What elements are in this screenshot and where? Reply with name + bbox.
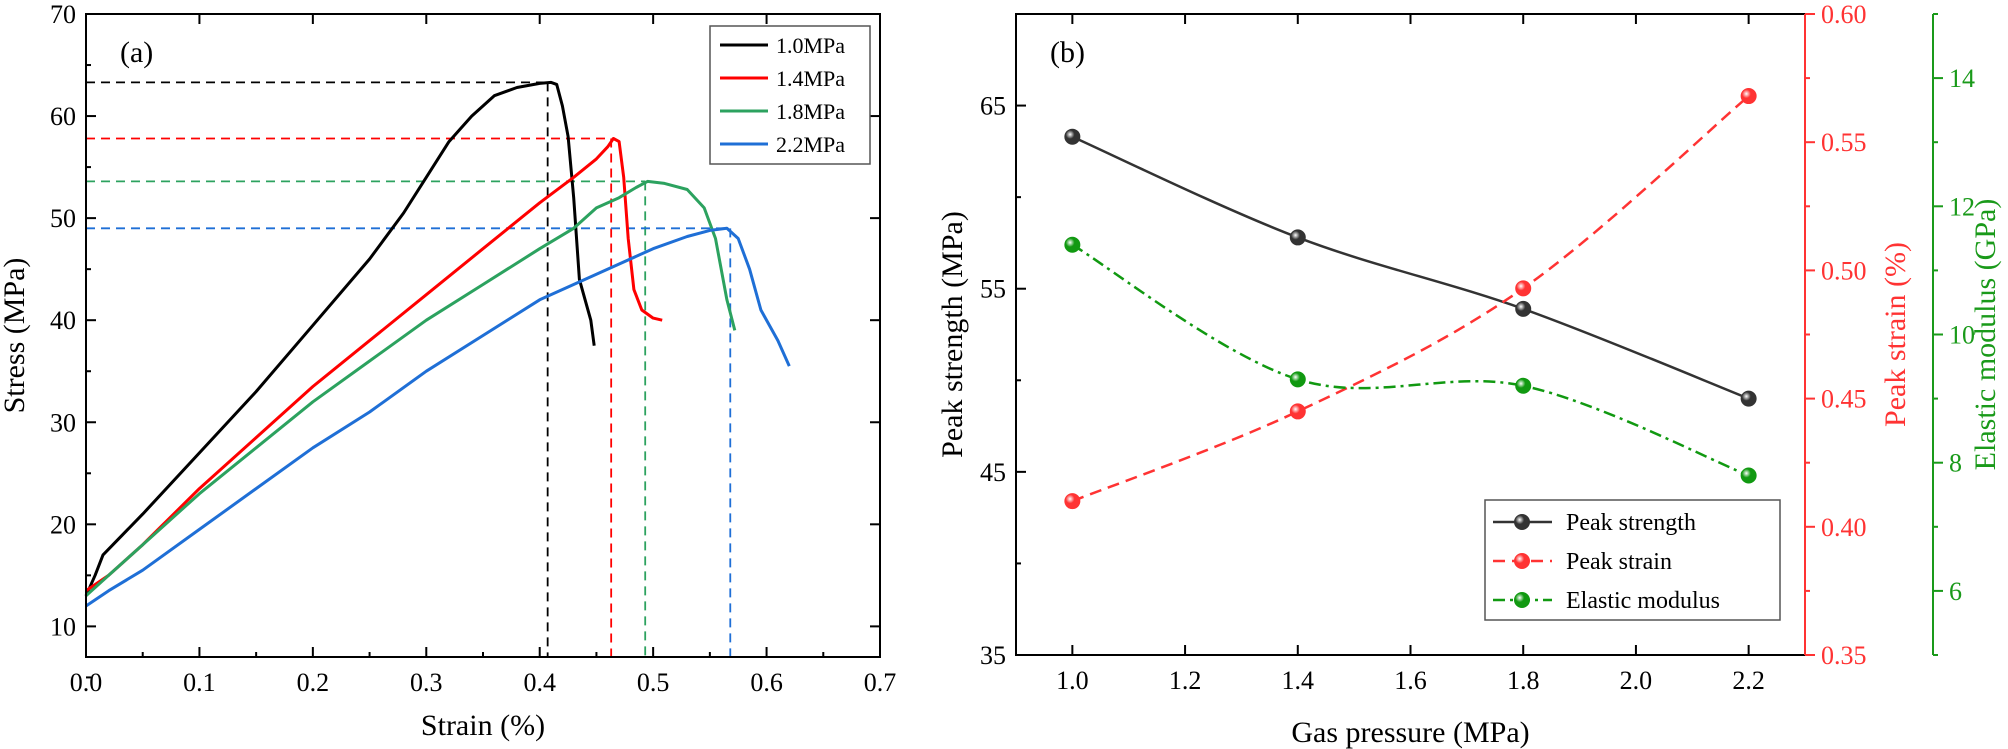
x-tick-label-b: 1.8 bbox=[1507, 666, 1540, 695]
y-axis-label-strength: Peak strength (MPa) bbox=[936, 211, 969, 458]
curve-1.8MPa bbox=[84, 179, 737, 597]
data-point-peak-strength bbox=[1740, 390, 1757, 407]
y-tick-label-strength: 45 bbox=[980, 458, 1006, 487]
x-tick-label-b: 1.6 bbox=[1394, 666, 1427, 695]
y-tick-label-modulus: 6 bbox=[1949, 577, 1962, 606]
series-line-elastic-modulus bbox=[1071, 243, 1750, 477]
panel-label-a: (a) bbox=[120, 36, 153, 69]
legend-label-elastic-modulus: Elastic modulus bbox=[1566, 588, 1720, 614]
x-tick-label-b: 2.0 bbox=[1620, 666, 1653, 695]
y-tick-label-a: 20 bbox=[50, 510, 76, 539]
y-tick-label-strength: 65 bbox=[980, 92, 1006, 121]
y-tick-label-modulus: 10 bbox=[1949, 321, 1975, 350]
data-point-elastic-modulus bbox=[1064, 236, 1081, 253]
y-tick-label-strain: 0.45 bbox=[1821, 385, 1867, 414]
x-tick-label-a: 0.2 bbox=[297, 668, 330, 697]
y-tick-label-a: 40 bbox=[50, 306, 76, 335]
x-tick-label-b: 1.4 bbox=[1282, 666, 1315, 695]
curve-2.2MPa bbox=[85, 226, 791, 608]
curve-1.0MPa bbox=[84, 80, 596, 597]
y-tick-label-strength: 55 bbox=[980, 275, 1006, 304]
x-axis-label-b: Gas pressure (MPa) bbox=[1291, 716, 1529, 749]
legend-label-peak-strength: Peak strength bbox=[1566, 510, 1696, 536]
y-tick-label-a: 50 bbox=[50, 204, 76, 233]
curve-1.4MPa bbox=[85, 137, 663, 592]
legend-marker-elastic-modulus bbox=[1514, 592, 1530, 608]
data-point-elastic-modulus bbox=[1740, 467, 1757, 484]
y-tick-label-a: 10 bbox=[50, 612, 76, 641]
y-tick-label-a: 30 bbox=[50, 408, 76, 437]
data-point-peak-strength bbox=[1515, 300, 1532, 317]
y-tick-label-a: 70 bbox=[50, 0, 76, 29]
legend-label-1.8MPa: 1.8MPa bbox=[776, 99, 845, 124]
legend-label-2.2MPa: 2.2MPa bbox=[776, 132, 845, 157]
x-tick-label-a: 0.5 bbox=[637, 668, 670, 697]
x-tick-label-b: 1.2 bbox=[1169, 666, 1202, 695]
x-tick-label-b: 1.0 bbox=[1056, 666, 1089, 695]
y-tick-label-a: 60 bbox=[50, 102, 76, 131]
series-line-peak-strength bbox=[1071, 135, 1750, 400]
x-axis-label-a: Strain (%) bbox=[421, 709, 545, 742]
legend-marker-peak-strain bbox=[1514, 553, 1530, 569]
panel-label-b: (b) bbox=[1050, 36, 1085, 69]
x-tick-label-a: 0.1 bbox=[183, 668, 216, 697]
legend-box-a bbox=[709, 25, 871, 165]
data-point-peak-strain bbox=[1289, 403, 1306, 420]
y-tick-label-strain: 0.55 bbox=[1821, 128, 1867, 157]
legend-b: Peak strength Peak strain Elastic modulus bbox=[1484, 499, 1781, 621]
legend-a: 1.0MPa 1.4MPa 1.8MPa 2.2MPa bbox=[709, 25, 871, 165]
y-tick-label-modulus: 8 bbox=[1949, 449, 1962, 478]
legend-label-peak-strain: Peak strain bbox=[1566, 549, 1672, 575]
x-tick-label-a: 0.3 bbox=[410, 668, 443, 697]
y-tick-label-strain: 0.50 bbox=[1821, 256, 1867, 285]
data-point-elastic-modulus bbox=[1289, 371, 1306, 388]
y-tick-label-strain: 0.40 bbox=[1821, 513, 1867, 542]
data-point-peak-strength bbox=[1064, 128, 1081, 145]
y-tick-label-strain: 0.35 bbox=[1821, 641, 1867, 670]
y-tick-label-modulus: 12 bbox=[1949, 192, 1975, 221]
legend-label-1.4MPa: 1.4MPa bbox=[776, 66, 845, 91]
y-tick-label-strain: 0.60 bbox=[1821, 0, 1867, 29]
y-axis-label-a: Stress (MPa) bbox=[0, 258, 31, 414]
y-tick-label-modulus: 14 bbox=[1949, 64, 1975, 93]
y-axis-label-modulus: Elastic modulus (GPa) bbox=[1969, 199, 2002, 471]
data-point-elastic-modulus bbox=[1515, 377, 1532, 394]
data-point-peak-strength bbox=[1289, 229, 1306, 246]
panel-b: 1.0 1.2 1.4 1.6 1.8 2.0 2.2 35 45 55 65 Peak streng… bbox=[936, 0, 2002, 749]
legend-label-1.0MPa: 1.0MPa bbox=[776, 33, 845, 58]
series-line-peak-strain bbox=[1071, 95, 1750, 503]
legend-marker-peak-strength bbox=[1514, 514, 1530, 530]
x-tick-label-a: 0.7 bbox=[864, 668, 897, 697]
data-point-peak-strain bbox=[1064, 493, 1081, 510]
panel-a: 0.0 0.1 0.2 0.3 0.4 0.5 0.6 0.7 10 20 30 40 50 60 70 St… bbox=[0, 0, 896, 742]
data-point-peak-strain bbox=[1740, 88, 1757, 105]
x-tick-label-a: 0.6 bbox=[750, 668, 783, 697]
data-point-peak-strain bbox=[1515, 280, 1532, 297]
x-tick-label-b: 2.2 bbox=[1732, 666, 1765, 695]
x-tick-label-a: 0.4 bbox=[523, 668, 556, 697]
y-axis-label-strain: Peak strain (%) bbox=[1879, 242, 1912, 427]
y-tick-label-strength: 35 bbox=[980, 641, 1006, 670]
x-tick-label-a: 0.0 bbox=[70, 668, 103, 697]
